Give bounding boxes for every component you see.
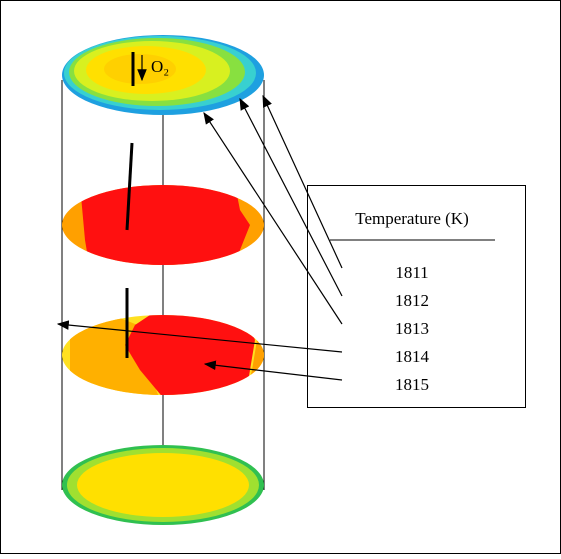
oxygen-label: O₂ [151,57,169,76]
legend-item: 1811 [395,263,428,282]
legend-item: 1812 [395,291,429,310]
slice-bottom [62,445,264,525]
page: O₂ Temperature (K) 18111812181318141815 … [0,0,561,559]
legend-item: 1815 [395,375,429,394]
figure: O₂ Temperature (K) 1811 1812 1813 1814 1815 [0,0,561,554]
legend-item: 1813 [395,319,429,338]
legend-title: Temperature (K) [355,209,469,228]
legend-item: 1814 [395,347,430,366]
